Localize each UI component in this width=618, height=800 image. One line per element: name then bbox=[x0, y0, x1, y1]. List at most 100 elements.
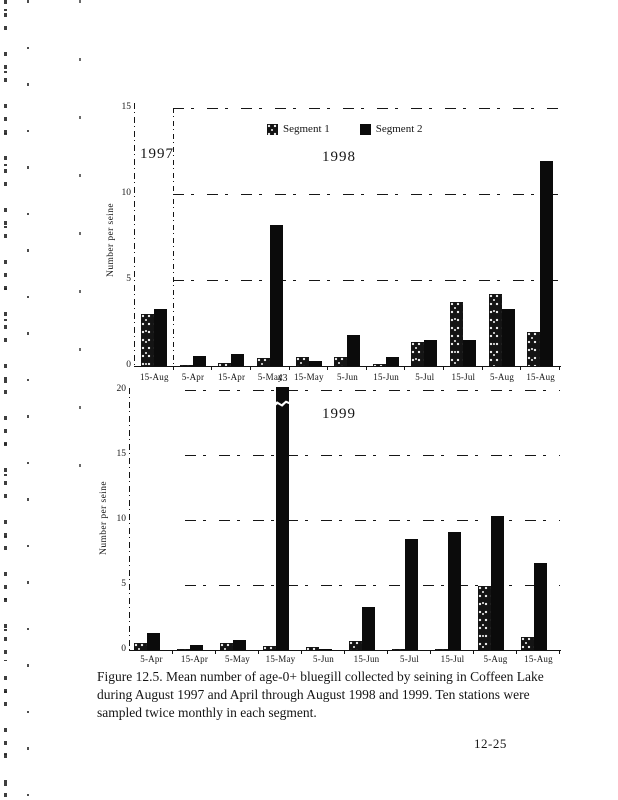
gridline bbox=[185, 455, 560, 456]
x-tick-label: 5-Jun bbox=[313, 654, 334, 664]
x-tick-mark bbox=[215, 651, 216, 654]
scan-noise-margin bbox=[27, 0, 29, 800]
bar-segment-2-15-Jul bbox=[463, 340, 477, 366]
y-tick-label: 0 bbox=[126, 360, 131, 370]
x-tick-mark bbox=[172, 367, 174, 370]
x-tick-label: 15-Apr bbox=[217, 372, 246, 382]
bar-segment-2-15-Jul bbox=[448, 532, 461, 650]
x-tick-label: 15-Jul bbox=[451, 372, 476, 382]
gridline bbox=[173, 194, 560, 195]
bar-segment-2-15-May bbox=[276, 387, 289, 650]
bar-segment-1-5-Jul bbox=[392, 649, 405, 650]
x-tick-label: 15-Aug bbox=[139, 372, 169, 382]
bar-segment-2-5-May bbox=[269, 225, 283, 366]
bar-segment-2-5-Aug bbox=[501, 309, 515, 366]
caption-line: Figure 12.5. Mean number of age-0+ blueg… bbox=[97, 669, 544, 684]
bar-segment-2-15-May bbox=[308, 361, 322, 366]
bar-segment-2-15-Aug bbox=[534, 563, 547, 650]
x-tick-label: 5-Aug bbox=[483, 654, 508, 664]
y-axis-title: Number per seine bbox=[106, 203, 116, 277]
x-tick-label: 15-May bbox=[265, 654, 296, 664]
chart-1999: Number per seine 1999 0 5 10 15 20 5-Apr 15-Ap… bbox=[99, 373, 570, 690]
bar-segment-1-15-May bbox=[295, 357, 309, 366]
gridline bbox=[185, 390, 560, 391]
x-tick-label: 5-Aug bbox=[490, 372, 515, 382]
x-tick-mark bbox=[520, 367, 522, 370]
bar-segment-2-5-Apr bbox=[192, 356, 206, 366]
x-tick-label: 5-Jul bbox=[400, 654, 419, 664]
bar-segment-1-5-May bbox=[220, 643, 233, 650]
x-tick-mark bbox=[443, 367, 445, 370]
gridline bbox=[185, 520, 560, 521]
y-tick-label: 10 bbox=[121, 188, 132, 198]
bar-segment-1-15-Aug bbox=[521, 637, 534, 650]
bar-segment-1-15-Aug bbox=[141, 314, 154, 366]
segment1-swatch-icon bbox=[267, 123, 278, 135]
panel-label-1998: 1998 bbox=[322, 149, 356, 165]
bar-segment-1-5-Jul bbox=[411, 342, 425, 366]
x-tick-label: 5-May bbox=[257, 372, 283, 382]
x-tick-mark bbox=[258, 651, 259, 654]
x-tick-mark bbox=[327, 367, 329, 370]
bar-segment-2-5-Apr bbox=[147, 633, 160, 650]
x-tick-mark bbox=[211, 367, 213, 370]
x-tick-mark bbox=[481, 367, 483, 370]
legend-label-segment1: Segment 1 bbox=[283, 123, 330, 135]
panel-label-1997: 1997 bbox=[140, 146, 174, 162]
gridline bbox=[173, 108, 560, 109]
x-tick-mark bbox=[516, 651, 517, 654]
bar-segment-1-5-Jun bbox=[334, 357, 348, 366]
bar-segment-2-5-Jul bbox=[405, 539, 418, 650]
figure-caption: Figure 12.5. Mean number of age-0+ blueg… bbox=[97, 668, 579, 722]
y-tick-label: 5 bbox=[126, 274, 131, 284]
y-tick-label: 10 bbox=[116, 514, 127, 524]
y-tick-label: 15 bbox=[116, 449, 127, 459]
x-tick-mark bbox=[404, 367, 406, 370]
bar-segment-2-15-Apr bbox=[231, 354, 245, 366]
x-axis-line bbox=[134, 366, 561, 367]
segment2-swatch-icon bbox=[359, 123, 371, 135]
x-tick-mark bbox=[473, 651, 474, 654]
x-tick-mark bbox=[288, 367, 290, 370]
x-tick-label: 5-Apr bbox=[140, 654, 163, 664]
bar-segment-1-15-May bbox=[263, 646, 276, 650]
legend-item-segment1: Segment 1 bbox=[267, 123, 330, 135]
bar-segment-2-5-Aug bbox=[491, 516, 504, 650]
bar-segment-1-5-Aug bbox=[488, 294, 502, 366]
panel-label-1999: 1999 bbox=[322, 406, 356, 422]
bar-segment-2-15-Aug bbox=[540, 161, 554, 366]
legend-item-segment2: Segment 2 bbox=[359, 123, 423, 135]
bar-segment-1-5-May bbox=[256, 358, 270, 366]
caption-line: during August 1997 and April through Aug… bbox=[97, 686, 530, 702]
x-tick-mark bbox=[365, 367, 367, 370]
x-tick-label: 15-Jul bbox=[440, 654, 465, 664]
y-tick-label: 20 bbox=[116, 384, 127, 394]
x-tick-label: 15-Aug bbox=[526, 372, 556, 382]
bar-segment-1-15-Jul bbox=[435, 649, 448, 650]
x-tick-label: 15-Jun bbox=[353, 654, 380, 664]
gridline bbox=[185, 585, 560, 586]
bar-segment-1-15-Aug bbox=[527, 332, 541, 366]
page-number: 12-25 bbox=[474, 736, 507, 751]
bar-segment-1-5-Aug bbox=[478, 586, 491, 650]
y-tick-label: 0 bbox=[121, 644, 126, 654]
bar-segment-2-15-Apr bbox=[190, 645, 203, 650]
x-tick-mark bbox=[559, 367, 560, 370]
x-tick-label: 15-Jun bbox=[373, 372, 399, 382]
y-axis-line bbox=[129, 388, 130, 650]
x-tick-mark bbox=[249, 367, 251, 370]
x-axis-line bbox=[129, 650, 561, 651]
chart-1997-1998: Number per seine 1997 1998 Segment 1 Seg… bbox=[100, 95, 570, 400]
y-tick-label: 15 bbox=[121, 102, 132, 112]
legend: Segment 1 Segment 2 bbox=[267, 123, 423, 135]
legend-label-segment2: Segment 2 bbox=[375, 123, 423, 135]
y-tick-label: 5 bbox=[121, 579, 126, 589]
scan-noise-inner bbox=[79, 0, 81, 470]
gridline bbox=[173, 280, 560, 281]
x-tick-label: 5-Apr bbox=[181, 372, 205, 382]
bar-segment-1-5-Jun bbox=[306, 647, 319, 650]
bar-segment-2-5-Jul bbox=[424, 340, 438, 366]
scan-noise-left-edge bbox=[4, 0, 7, 800]
bar-segment-1-5-Apr bbox=[179, 365, 193, 366]
x-tick-mark bbox=[172, 651, 173, 654]
